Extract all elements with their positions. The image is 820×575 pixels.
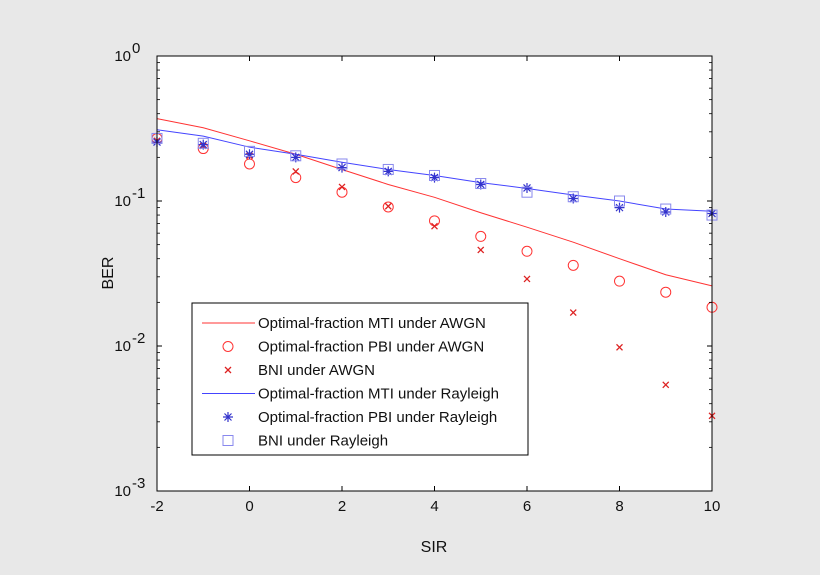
data-point (477, 246, 485, 254)
legend-marker-swatch (223, 412, 233, 422)
data-point (290, 150, 302, 162)
data-point (197, 137, 209, 149)
data-point (660, 206, 671, 217)
data-point (198, 139, 209, 150)
legend-label: BNI under Rayleigh (258, 433, 388, 450)
x-tick-label: -2 (150, 498, 163, 515)
data-point (662, 381, 670, 389)
data-point (431, 222, 438, 230)
data-point (292, 167, 300, 175)
data-point (568, 193, 579, 204)
data-point (614, 275, 625, 287)
legend-item[interactable]: BNI under AWGN (224, 362, 375, 379)
data-point (522, 182, 532, 193)
legend-item[interactable]: Optimal-fraction MTI under AWGN (202, 315, 486, 332)
x-tick-label: 10 (704, 498, 721, 515)
y-tick-exponent: -2 (132, 330, 145, 347)
data-point (616, 343, 623, 351)
legend-marker-swatch (222, 435, 234, 446)
x-axis-title: SIR (421, 539, 448, 556)
y-tick-exponent: -1 (132, 185, 145, 202)
y-tick-label: 10 (114, 483, 131, 500)
data-point (382, 201, 394, 213)
y-axis-title: BER (100, 257, 117, 290)
data-point (475, 230, 487, 242)
data-point (660, 203, 672, 215)
chart-legend[interactable]: Optimal-fraction MTI under AWGN Optimal-f… (191, 302, 529, 456)
y-tick-label: 10 (114, 48, 131, 65)
data-point (244, 145, 255, 157)
x-tick-label: 2 (338, 498, 346, 515)
legend-item[interactable]: Optimal-fraction PBI under Rayleigh (223, 409, 497, 426)
legend-label: Optimal-fraction MTI under AWGN (258, 315, 486, 332)
data-point (338, 183, 346, 191)
x-tick-label: 0 (245, 498, 253, 515)
data-point (567, 191, 579, 203)
data-point (244, 149, 255, 160)
y-tick-exponent: -3 (132, 475, 145, 492)
data-point (523, 275, 531, 283)
y-tick-exponent: 0 (132, 40, 140, 57)
data-point (337, 162, 347, 173)
y-tick-label: 10 (114, 338, 131, 355)
data-point (383, 166, 394, 177)
data-point (475, 178, 487, 190)
data-point (336, 158, 348, 170)
data-point (614, 202, 625, 213)
data-point (429, 169, 440, 181)
data-point (614, 195, 625, 207)
y-tick-label: 10 (114, 193, 131, 210)
x-tick-label: 4 (430, 498, 438, 515)
legend-label: BNI under AWGN (258, 362, 375, 379)
legend-label: Optimal-fraction MTI under Rayleigh (258, 386, 499, 403)
data-point (384, 202, 392, 210)
legend-marker-swatch (222, 341, 234, 352)
data-point (382, 163, 394, 175)
data-point (660, 286, 672, 298)
legend-label: Optimal-fraction PBI under Rayleigh (258, 409, 497, 426)
data-point (569, 309, 577, 317)
x-tick-label: 8 (615, 498, 623, 515)
x-tick-label: 6 (523, 498, 531, 515)
data-point (290, 152, 301, 163)
data-point (475, 179, 486, 190)
legend-item[interactable]: Optimal-fraction MTI under Rayleigh (202, 386, 499, 403)
series-0 (156, 118, 713, 287)
legend-item[interactable]: BNI under Rayleigh (222, 433, 388, 450)
data-point (429, 172, 440, 183)
data-point (521, 186, 533, 198)
legend-marker-swatch (224, 366, 232, 374)
legend-item[interactable]: Optimal-fraction PBI under AWGN (222, 339, 484, 356)
legend-label: Optimal-fraction PBI under AWGN (258, 339, 484, 356)
data-point (567, 259, 579, 271)
data-point (521, 245, 533, 257)
legend-box (191, 302, 529, 456)
data-point (290, 172, 302, 184)
series-line (156, 118, 713, 287)
